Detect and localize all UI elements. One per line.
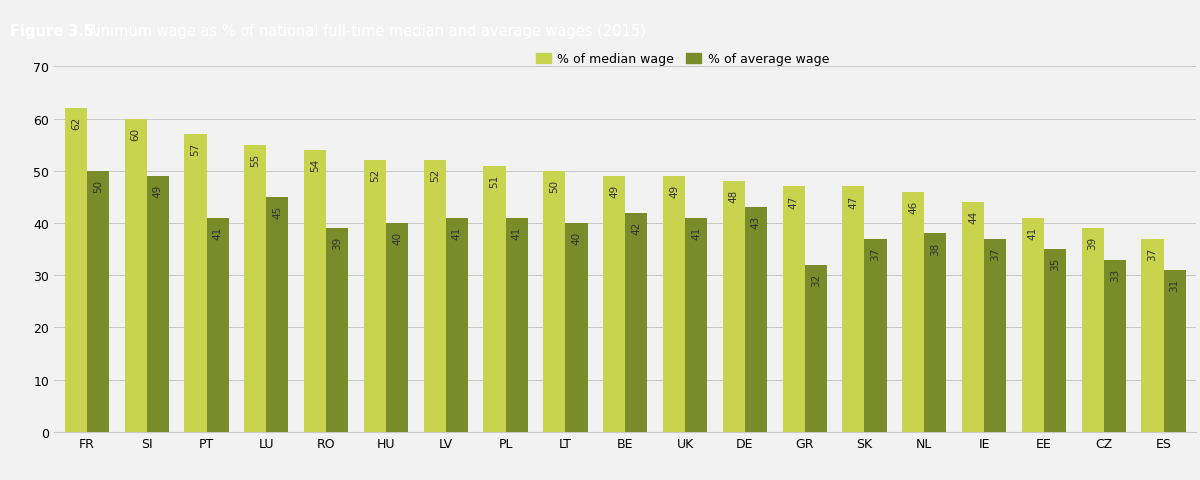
Text: 41: 41: [1028, 226, 1038, 240]
Text: 37: 37: [870, 247, 881, 260]
Bar: [445, 218, 468, 432]
Bar: [424, 161, 445, 432]
Text: 45: 45: [272, 205, 282, 218]
Text: 40: 40: [571, 231, 582, 244]
Bar: [65, 109, 86, 432]
Bar: [544, 171, 565, 432]
Text: 41: 41: [691, 226, 701, 240]
Bar: [326, 229, 348, 432]
Text: 31: 31: [1170, 278, 1180, 291]
Bar: [722, 182, 745, 432]
Bar: [1081, 229, 1104, 432]
Bar: [902, 192, 924, 432]
Text: 48: 48: [728, 190, 739, 203]
Text: 38: 38: [930, 242, 941, 255]
Bar: [304, 151, 326, 432]
Text: 49: 49: [668, 184, 679, 198]
Bar: [924, 234, 947, 432]
Bar: [364, 161, 386, 432]
Text: 50: 50: [92, 179, 103, 192]
Text: Figure 3.5.: Figure 3.5.: [10, 24, 100, 39]
Text: 51: 51: [490, 174, 499, 187]
Text: 49: 49: [152, 184, 163, 198]
Text: 33: 33: [1110, 268, 1120, 281]
Text: 41: 41: [452, 226, 462, 240]
Bar: [842, 187, 864, 432]
Bar: [1141, 239, 1164, 432]
Bar: [1104, 260, 1126, 432]
Text: 50: 50: [550, 179, 559, 192]
Bar: [86, 171, 109, 432]
Bar: [984, 239, 1006, 432]
Bar: [185, 135, 206, 432]
Text: 47: 47: [848, 195, 858, 208]
Text: 41: 41: [212, 226, 222, 240]
Legend: % of median wage, % of average wage: % of median wage, % of average wage: [530, 48, 834, 71]
Text: 37: 37: [1147, 247, 1158, 260]
Bar: [662, 177, 685, 432]
Bar: [565, 224, 588, 432]
Bar: [625, 213, 647, 432]
Bar: [782, 187, 805, 432]
Text: 52: 52: [370, 169, 380, 182]
Text: 46: 46: [908, 200, 918, 213]
Text: 37: 37: [990, 247, 1000, 260]
Text: 47: 47: [788, 195, 798, 208]
Text: 39: 39: [1087, 237, 1098, 250]
Text: 35: 35: [1050, 257, 1060, 271]
Text: 39: 39: [332, 237, 342, 250]
Text: 40: 40: [392, 231, 402, 244]
Bar: [125, 120, 146, 432]
Text: 44: 44: [968, 211, 978, 224]
Bar: [505, 218, 528, 432]
Bar: [745, 208, 767, 432]
Text: 62: 62: [71, 117, 80, 130]
Bar: [146, 177, 169, 432]
Text: 55: 55: [251, 153, 260, 167]
Bar: [206, 218, 229, 432]
Text: 43: 43: [751, 216, 761, 229]
Bar: [245, 145, 266, 432]
Bar: [386, 224, 408, 432]
Bar: [1164, 270, 1186, 432]
Bar: [604, 177, 625, 432]
Text: 57: 57: [191, 143, 200, 156]
Text: 42: 42: [631, 221, 641, 234]
Text: 52: 52: [430, 169, 439, 182]
Text: 60: 60: [131, 127, 140, 140]
Bar: [962, 203, 984, 432]
Bar: [685, 218, 707, 432]
Text: 32: 32: [811, 273, 821, 286]
Bar: [805, 265, 827, 432]
Text: 49: 49: [610, 184, 619, 198]
Bar: [484, 166, 505, 432]
Bar: [1021, 218, 1044, 432]
Text: 41: 41: [511, 226, 522, 240]
Bar: [1044, 250, 1066, 432]
Text: 54: 54: [310, 158, 320, 172]
Bar: [864, 239, 887, 432]
Text: Minimum wage as % of national full-time median and average wages (2015): Minimum wage as % of national full-time …: [84, 24, 646, 39]
Bar: [266, 197, 288, 432]
